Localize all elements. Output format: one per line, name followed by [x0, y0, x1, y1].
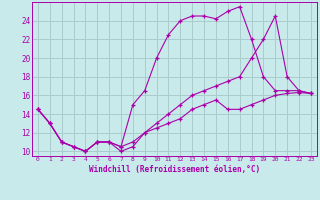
X-axis label: Windchill (Refroidissement éolien,°C): Windchill (Refroidissement éolien,°C) — [89, 165, 260, 174]
